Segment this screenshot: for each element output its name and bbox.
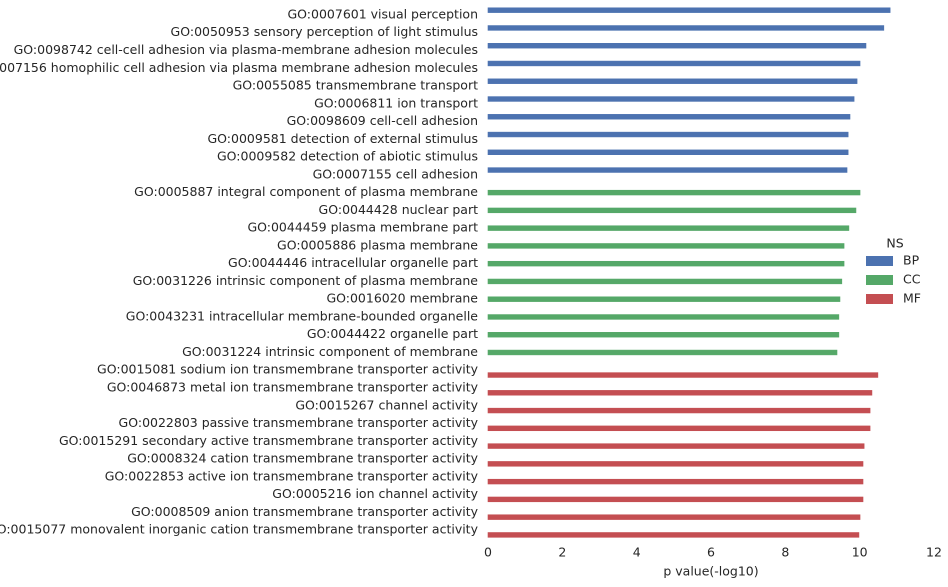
y-tick-label: GO:0015077 monovalent inorganic cation t… bbox=[0, 522, 479, 537]
bar bbox=[488, 61, 860, 66]
chart: p value(-log10) NS 0 2 4 6 8 10 12 GO:0007601 v… bbox=[0, 0, 948, 587]
bar bbox=[488, 390, 872, 395]
y-tick-label: GO:0046873 metal ion transmembrane trans… bbox=[107, 380, 479, 395]
y-tick-label: GO:0044446 intracellular organelle part bbox=[228, 255, 478, 270]
bar bbox=[488, 408, 870, 413]
bar bbox=[488, 497, 863, 502]
y-tick-label: GO:0006811 ion transport bbox=[314, 95, 478, 110]
y-tick-label: GO:0022853 active ion transmembrane tran… bbox=[105, 468, 479, 483]
legend-swatch bbox=[866, 294, 893, 304]
bar bbox=[488, 226, 849, 231]
y-tick-label: GO:0098609 cell-cell adhesion bbox=[287, 113, 478, 128]
y-tick-label: GO:0015081 sodium ion transmembrane tran… bbox=[97, 362, 479, 377]
bar bbox=[488, 79, 857, 84]
y-tick-label: GO:0005886 plasma membrane bbox=[277, 237, 478, 252]
bar bbox=[488, 43, 866, 48]
y-tick-label: GO:0009582 detection of abiotic stimulus bbox=[217, 149, 478, 164]
bar bbox=[488, 350, 837, 355]
bar bbox=[488, 190, 860, 195]
bar bbox=[488, 461, 863, 466]
bar bbox=[488, 132, 848, 137]
y-tick-label: GO:0007156 homophilic cell adhesion via … bbox=[0, 60, 478, 75]
x-tick-label: 2 bbox=[558, 545, 566, 560]
y-tick-label: GO:0007155 cell adhesion bbox=[313, 166, 478, 181]
bar bbox=[488, 444, 864, 449]
bar bbox=[488, 515, 860, 520]
bar bbox=[488, 208, 856, 213]
y-tick-label: GO:0007601 visual perception bbox=[287, 6, 478, 21]
bar bbox=[488, 332, 839, 337]
y-tick-label: GO:0008509 anion transmembrane transport… bbox=[131, 504, 478, 519]
legend-swatch bbox=[866, 275, 893, 285]
bar bbox=[488, 261, 844, 266]
y-tick-label: GO:0050953 sensory perception of light s… bbox=[171, 24, 478, 39]
bar bbox=[488, 26, 884, 31]
bar bbox=[488, 97, 854, 102]
x-tick-label: 10 bbox=[852, 545, 868, 560]
x-tick-label: 4 bbox=[633, 545, 641, 560]
y-tick-label: GO:0044422 organelle part bbox=[307, 326, 478, 341]
y-tick-label: GO:0005216 ion channel activity bbox=[272, 486, 478, 501]
x-tick-label: 0 bbox=[484, 545, 492, 560]
legend-label: MF bbox=[903, 291, 921, 306]
y-tick-label: GO:0016020 membrane bbox=[326, 291, 478, 306]
y-tick-label: GO:0009581 detection of external stimulu… bbox=[208, 131, 479, 146]
bar bbox=[488, 168, 847, 173]
legend-label: BP bbox=[903, 253, 920, 268]
y-tick-label: GO:0044459 plasma membrane part bbox=[247, 220, 478, 235]
y-tick-label: GO:0098742 cell-cell adhesion via plasma… bbox=[14, 42, 478, 57]
bar bbox=[488, 533, 859, 538]
x-axis-label: p value(-log10) bbox=[663, 564, 758, 579]
legend-swatch bbox=[866, 256, 893, 266]
y-tick-label: GO:0043231 intracellular membrane-bounde… bbox=[126, 308, 479, 323]
y-tick-label: GO:0031226 intrinsic component of plasma… bbox=[133, 273, 479, 288]
x-tick-label: 6 bbox=[707, 545, 715, 560]
bar bbox=[488, 479, 863, 484]
bar bbox=[488, 315, 839, 320]
bar bbox=[488, 114, 850, 119]
y-tick-label: GO:0008324 cation transmembrane transpor… bbox=[127, 451, 478, 466]
bar bbox=[488, 426, 870, 431]
y-tick-label: GO:0015267 channel activity bbox=[295, 397, 478, 412]
x-tick-label: 8 bbox=[781, 545, 789, 560]
x-tick-label: 12 bbox=[926, 545, 942, 560]
y-tick-label: GO:0055085 transmembrane transport bbox=[233, 78, 479, 93]
y-tick-label: GO:0005887 integral component of plasma … bbox=[134, 184, 478, 199]
y-tick-label: GO:0022803 passive transmembrane transpo… bbox=[119, 415, 479, 430]
legend-title: NS bbox=[886, 236, 903, 251]
bar bbox=[488, 297, 840, 302]
y-tick-label: GO:0015291 secondary active transmembran… bbox=[59, 433, 479, 448]
y-tick-label: GO:0031224 intrinsic component of membra… bbox=[182, 344, 478, 359]
bar bbox=[488, 279, 842, 284]
bar bbox=[488, 150, 848, 155]
bar bbox=[488, 8, 890, 13]
bar bbox=[488, 373, 878, 378]
y-tick-label: GO:0044428 nuclear part bbox=[319, 202, 479, 217]
legend-label: CC bbox=[903, 272, 921, 287]
bar bbox=[488, 244, 844, 249]
